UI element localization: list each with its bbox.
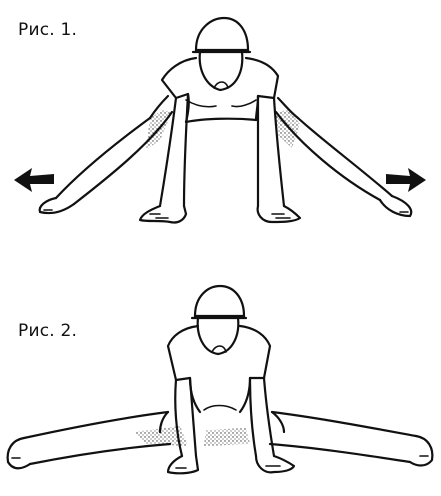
- arrow-right-icon: [386, 168, 426, 192]
- cap: [193, 284, 246, 318]
- figure-2-caption: Рис. 2.: [18, 321, 78, 341]
- figure-2-person: [6, 284, 434, 475]
- arrow-left-icon: [14, 168, 54, 192]
- cap: [194, 16, 250, 52]
- figure-1-person: [38, 16, 413, 224]
- figure-1-caption: Рис. 1.: [18, 20, 78, 40]
- figure-1-illustration: [14, 16, 426, 224]
